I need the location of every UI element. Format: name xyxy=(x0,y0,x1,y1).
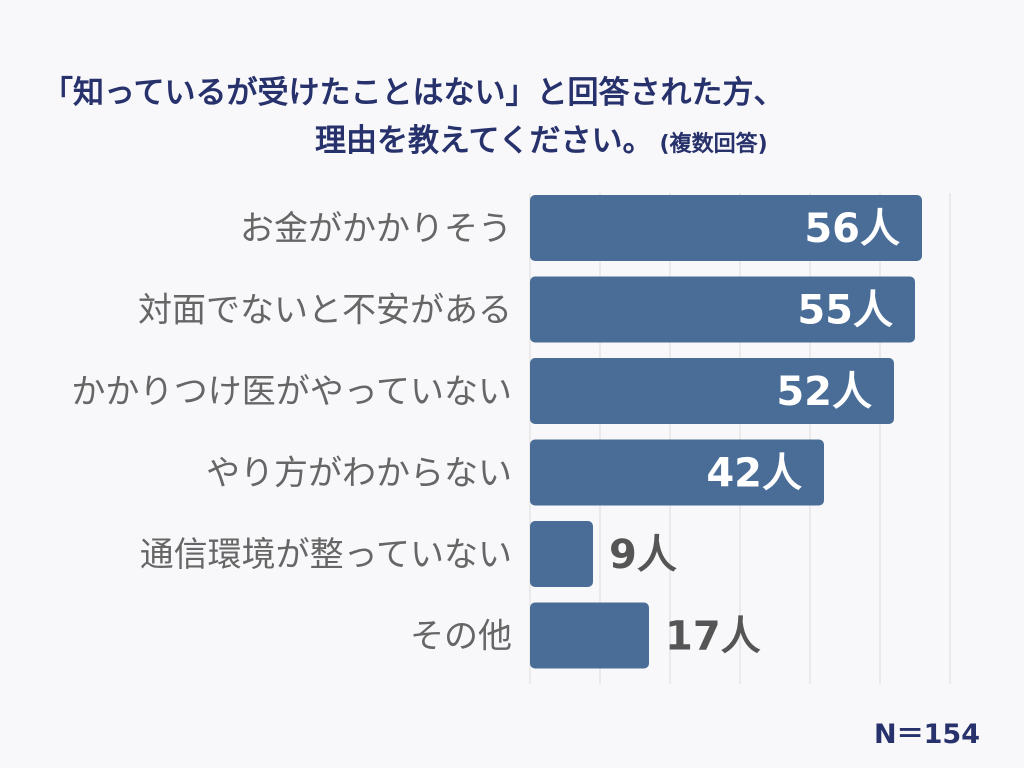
data-label: 55人 xyxy=(797,288,893,334)
bar xyxy=(530,276,915,343)
data-label: 56人 xyxy=(804,206,900,252)
chart-title-line2: 理由を教えてください。 xyxy=(315,123,654,159)
chart-title-line1: 「知っているが受けたことはない」と回答された方、 xyxy=(42,75,785,111)
multiple-answer-note: (複数回答) xyxy=(659,132,768,157)
sample-size-label: N＝154 xyxy=(874,719,980,750)
data-label: 42人 xyxy=(706,451,802,497)
bar xyxy=(530,358,894,424)
data-label: 9人 xyxy=(609,532,677,578)
chart-title: 「知っているが受けたことはない」と回答された方、 xyxy=(42,67,1024,112)
data-label: 52人 xyxy=(776,369,872,415)
category-label: 通信環境が整っていない xyxy=(140,535,512,575)
category-label: かかりつけ医がやっていない xyxy=(71,372,512,412)
data-label: 17人 xyxy=(665,614,761,660)
chart-title-second-line: 理由を教えてください。 (複数回答) xyxy=(315,115,1024,160)
category-label: やり方がわからない xyxy=(206,454,512,494)
category-label: その他 xyxy=(410,617,512,657)
bar xyxy=(530,439,824,506)
category-label: お金がかかりそう xyxy=(240,209,512,249)
category-label: 対面でないと不安がある xyxy=(138,291,512,331)
bar xyxy=(530,602,649,669)
bar xyxy=(530,195,922,261)
bar xyxy=(530,521,593,587)
